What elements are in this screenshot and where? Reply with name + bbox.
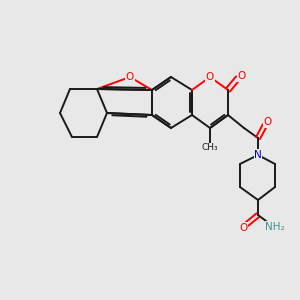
Text: O: O bbox=[264, 117, 272, 127]
Text: O: O bbox=[126, 72, 134, 82]
Text: O: O bbox=[239, 223, 247, 233]
Text: O: O bbox=[238, 71, 246, 81]
Text: CH₃: CH₃ bbox=[202, 143, 218, 152]
Text: O: O bbox=[206, 72, 214, 82]
Text: N: N bbox=[254, 150, 262, 160]
Text: NH₂: NH₂ bbox=[265, 222, 285, 232]
